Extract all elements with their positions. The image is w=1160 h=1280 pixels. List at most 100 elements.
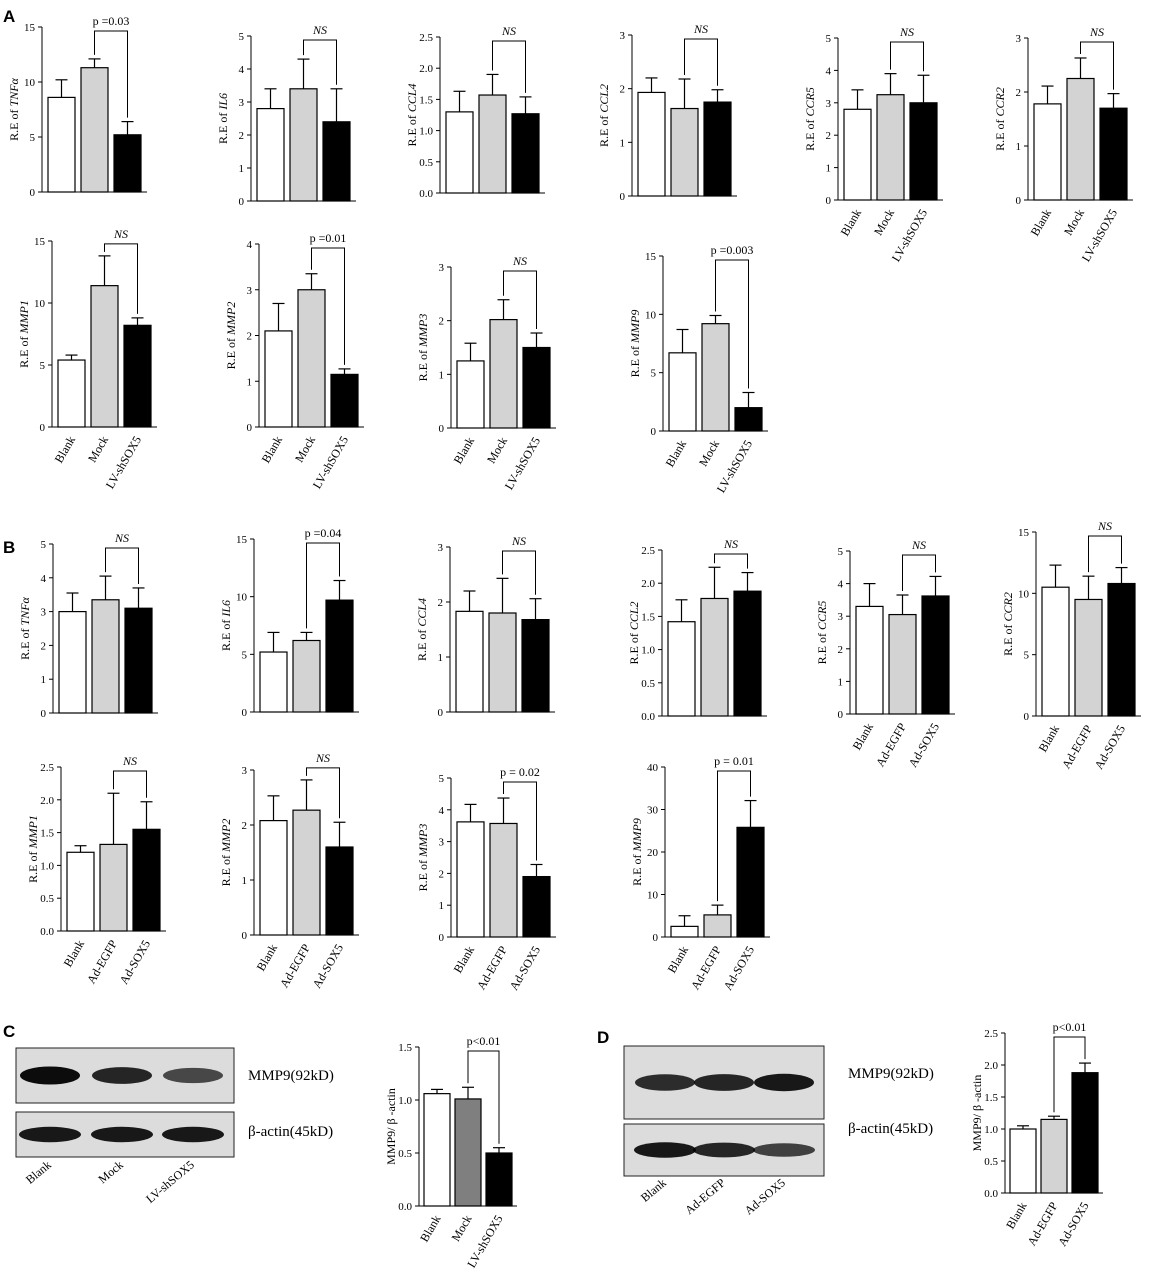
y-tick-label: 3 bbox=[838, 611, 844, 623]
y-tick-label: 2 bbox=[239, 130, 245, 142]
y-axis-label: MMP9/ β -actin bbox=[384, 1088, 398, 1165]
bar-ad-egfp bbox=[292, 639, 321, 713]
significance-label: p = 0.02 bbox=[500, 765, 540, 779]
y-tick-label: 10 bbox=[647, 890, 659, 902]
y-tick-label: 10 bbox=[24, 77, 36, 89]
y-axis-label-prefix: MMP9/ β -actin bbox=[384, 1088, 398, 1165]
bar-blank bbox=[264, 330, 293, 428]
x-tick-label: Blank bbox=[850, 721, 876, 753]
y-axis-label-gene: MMP1 bbox=[26, 815, 40, 849]
y-axis-label-prefix: MMP9/ β -actin bbox=[970, 1075, 984, 1152]
bar-blank bbox=[47, 96, 76, 193]
bar-ad-egfp bbox=[700, 597, 729, 717]
significance-bracket bbox=[503, 781, 537, 861]
y-tick-label: 15 bbox=[645, 251, 657, 263]
y-tick-label: 0.5 bbox=[984, 1156, 998, 1168]
bar-ad-sox5 bbox=[325, 599, 354, 713]
significance-label: NS bbox=[911, 538, 926, 552]
bar-blank bbox=[637, 91, 666, 197]
bar-chart-a-ccl2: 0 1 2 3 R.E of CCL2 NS bbox=[597, 22, 737, 203]
bar-mock bbox=[297, 289, 326, 428]
y-axis-label: R.E of CCL2 bbox=[627, 601, 641, 664]
bar-blank bbox=[456, 360, 485, 429]
bar-ad-sox5 bbox=[1071, 1072, 1099, 1194]
y-tick-label: 0 bbox=[826, 195, 832, 207]
x-tick-label: Blank bbox=[61, 938, 87, 970]
y-tick-label: 3 bbox=[439, 837, 445, 849]
y-axis-label-gene: IL6 bbox=[216, 93, 230, 111]
band-mmp9 bbox=[20, 1066, 80, 1085]
y-axis-label-prefix: R.E of bbox=[26, 848, 40, 882]
y-axis-label: R.E of MMP1 bbox=[26, 815, 40, 883]
x-tick-label: Mock bbox=[1061, 207, 1087, 238]
y-axis-label-gene: CCR5 bbox=[815, 601, 829, 630]
y-tick-label: 15 bbox=[24, 22, 36, 34]
significance-bracket bbox=[1088, 535, 1122, 573]
y-axis-label: R.E of CCR5 bbox=[815, 601, 829, 665]
y-axis-label: R.E of CCL2 bbox=[597, 84, 611, 147]
bar-blank bbox=[58, 610, 87, 714]
y-tick-label: 0.0 bbox=[419, 188, 433, 200]
bar-mock bbox=[289, 88, 318, 202]
y-tick-label: 2 bbox=[620, 84, 626, 96]
significance-label: NS bbox=[1089, 25, 1104, 39]
y-axis-label-prefix: R.E of bbox=[7, 106, 21, 140]
y-axis-label: R.E of IL6 bbox=[219, 600, 233, 651]
y-axis-label-gene: MMP2 bbox=[219, 819, 233, 853]
x-tick-label: Mock bbox=[448, 1213, 474, 1244]
y-axis-label: R.E of CCR2 bbox=[1001, 592, 1015, 656]
y-axis-label: R.E of MMP3 bbox=[416, 824, 430, 892]
y-tick-label: 2.0 bbox=[984, 1060, 998, 1072]
significance-label: p<0.01 bbox=[467, 1034, 501, 1048]
y-axis-label: MMP9/ β -actin bbox=[970, 1075, 984, 1152]
y-axis-label-gene: MMP1 bbox=[17, 300, 31, 334]
y-tick-label: 2 bbox=[438, 597, 444, 609]
y-tick-label: 5 bbox=[242, 649, 248, 661]
y-axis-label-gene: CCL2 bbox=[597, 84, 611, 113]
y-axis-label-prefix: R.E of bbox=[224, 335, 238, 369]
western-blot-c: Blank Mock LV-shSOX5 MMP9(92kD) β-actin(45kD… bbox=[15, 1047, 334, 1206]
significance-bracket bbox=[714, 553, 748, 569]
y-axis-label-prefix: R.E of bbox=[219, 852, 233, 886]
y-axis-label-gene: CCR2 bbox=[1001, 592, 1015, 621]
significance-bracket bbox=[104, 243, 138, 314]
bar-lv-shsox5 bbox=[1099, 107, 1128, 201]
y-axis-label-prefix: R.E of bbox=[630, 851, 644, 885]
x-tick-label: Mock bbox=[696, 438, 722, 469]
y-axis-label-prefix: R.E of bbox=[627, 630, 641, 664]
y-tick-label: 1.0 bbox=[641, 645, 655, 657]
significance-label: NS bbox=[511, 534, 526, 548]
significance-bracket bbox=[94, 30, 128, 118]
y-tick-label: 3 bbox=[826, 98, 832, 110]
lane-label: Mock bbox=[95, 1158, 125, 1187]
y-tick-label: 0.5 bbox=[641, 678, 655, 690]
y-axis-label: R.E of IL6 bbox=[216, 93, 230, 144]
y-tick-label: 0 bbox=[620, 191, 626, 203]
bar-lv-shsox5 bbox=[909, 102, 938, 201]
y-tick-label: 0 bbox=[1016, 195, 1022, 207]
bar-blank bbox=[259, 651, 288, 713]
bar-chart-a-il6: 0 1 2 3 4 5 R.E of IL6 NS bbox=[216, 23, 356, 208]
y-tick-label: 2 bbox=[247, 331, 253, 343]
band-label-actin: β-actin(45kD) bbox=[848, 1121, 933, 1137]
bar-blank bbox=[1041, 586, 1070, 717]
significance-bracket bbox=[105, 547, 139, 584]
panel-label-b: B bbox=[3, 538, 15, 557]
y-axis-label-gene: CCL4 bbox=[415, 598, 429, 627]
band-actin bbox=[753, 1143, 815, 1157]
y-axis-label-prefix: R.E of bbox=[18, 625, 32, 659]
y-tick-label: 1.5 bbox=[398, 1042, 412, 1054]
y-axis-label: R.E of MMP9 bbox=[628, 310, 642, 378]
bar-chart-a-ccl4: 0.0 0.5 1.0 1.5 2.0 2.5 R.E of CCL4 NS bbox=[405, 24, 545, 200]
y-tick-label: 3 bbox=[239, 97, 245, 109]
x-tick-label: Blank bbox=[665, 944, 691, 976]
band-mmp9 bbox=[754, 1073, 814, 1092]
significance-bracket bbox=[492, 40, 526, 93]
y-tick-label: 1 bbox=[242, 875, 248, 887]
y-axis-label: R.E of MMP2 bbox=[219, 819, 233, 887]
y-axis-label-prefix: R.E of bbox=[17, 333, 31, 367]
